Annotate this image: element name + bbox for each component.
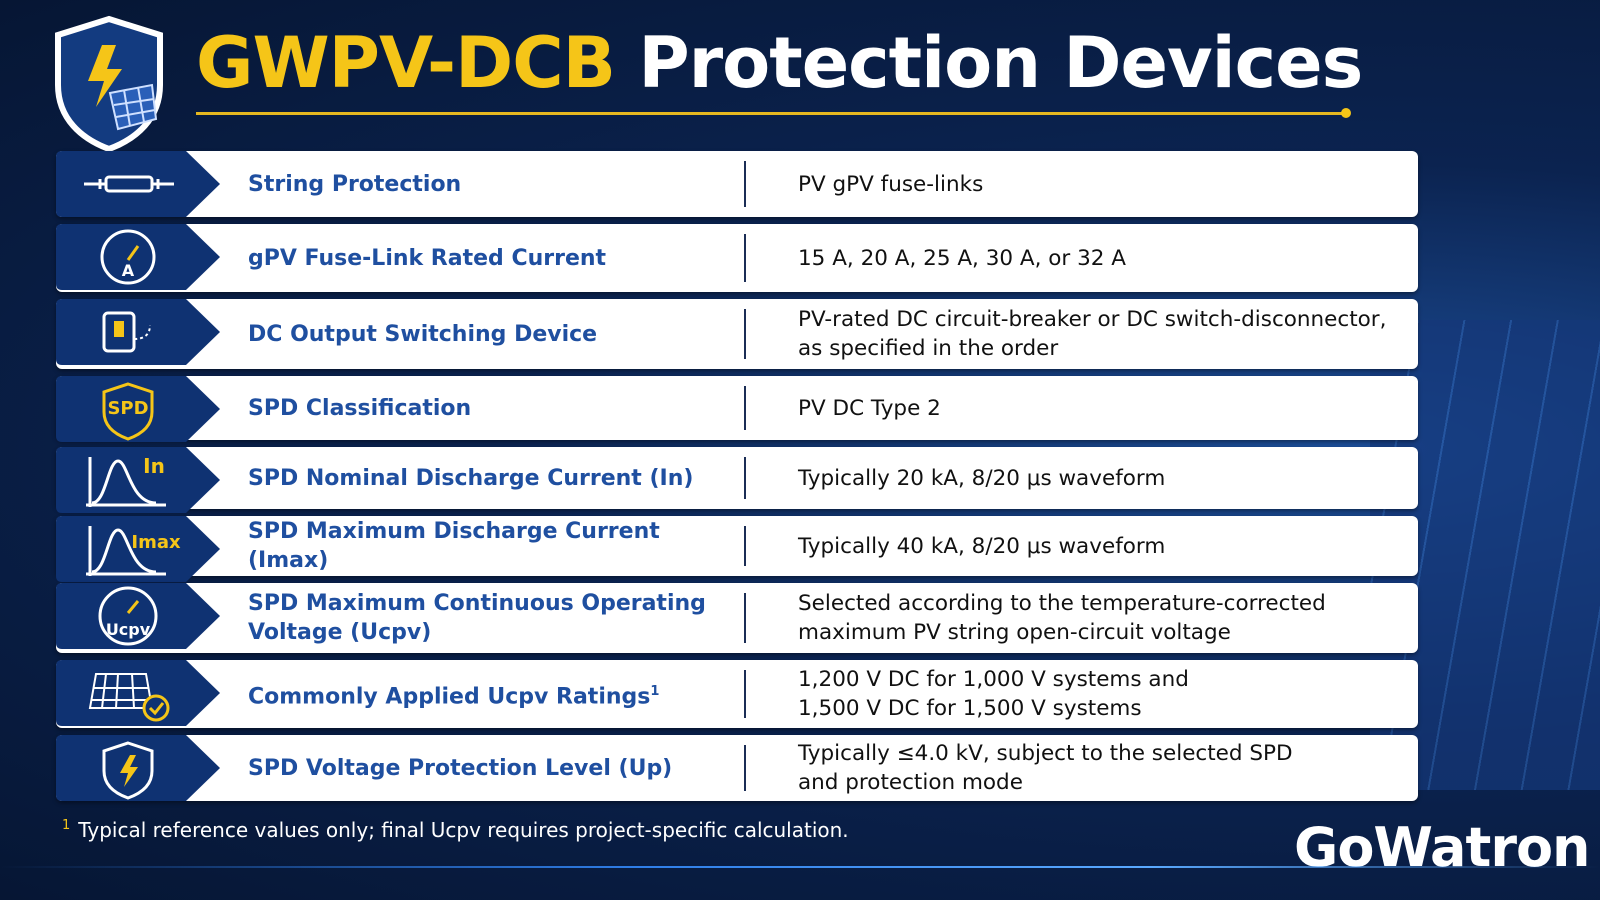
shield-logo [55,15,163,151]
value-line: Typically ≤4.0 kV, subject to the select… [798,741,1293,766]
table-row: In SPD Nominal Discharge Current (In) Typi… [56,447,1418,513]
row-icon: Imax [56,516,220,582]
footnote-marker: 1 [62,818,71,834]
table-row: Ucpv SPD Maximum Continuous Operating Volt… [56,583,1418,653]
label-text: gPV Fuse-Link Rated Current [248,245,607,271]
underline-dot [1341,108,1351,118]
icon-text: In [143,454,165,478]
icon-text: Ucpv [106,620,151,639]
value-line: and protection mode [798,770,1023,795]
column-divider [744,309,746,359]
label-text: String Protection [248,171,462,197]
row-value: Selected according to the temperature-co… [798,589,1326,647]
row-label: SPD Maximum Discharge Current (Imax) [248,517,728,575]
brand-logo: GoWatron [1294,816,1590,879]
label-text: DC Output Switching Device [248,321,598,347]
value-line: PV DC Type 2 [798,395,941,421]
column-divider [744,670,746,718]
row-icon: Ucpv [56,583,220,649]
row-label: SPD Voltage Protection Level (Up) [248,754,728,783]
label-text: SPD Nominal Discharge Current (In) [248,465,694,491]
table-row: Commonly Applied Ucpv Ratings1 1,200 V DC… [56,660,1418,728]
label-superscript: 1 [650,683,660,699]
table-row: SPD SPD Classification PV DC Type 2 [56,376,1418,442]
title-highlight: GWPV-DCB [196,22,616,104]
row-label: SPD Classification [248,394,728,423]
label-text: SPD Voltage Protection Level (Up) [248,755,673,781]
row-label: SPD Maximum Continuous Operating Voltage … [248,589,728,647]
label-text: SPD Maximum Discharge Current (Imax) [248,519,660,573]
table-row: String Protection PV gPV fuse-links [56,151,1418,217]
value-line: Typically 40 kA, 8/20 μs waveform [798,533,1166,559]
column-divider [744,593,746,643]
row-label: gPV Fuse-Link Rated Current [248,244,728,273]
value-line: Typically 20 kA, 8/20 μs waveform [798,465,1166,491]
row-icon: In [56,447,220,513]
row-icon [56,660,220,726]
row-label: DC Output Switching Device [248,320,728,349]
title: GWPV-DCB Protection Devices [196,22,1363,104]
row-value: PV-rated DC circuit-breaker or DC switch… [798,305,1386,363]
title-rest: Protection Devices [638,22,1363,104]
icon-text: Imax [131,532,181,553]
icon-text: A [122,261,135,280]
value-line: Selected according to the temperature-co… [798,591,1326,616]
footnote: 1 Typical reference values only; final Uc… [62,818,849,842]
row-value: PV gPV fuse-links [798,170,983,199]
footnote-text: Typical reference values only; final Ucp… [78,818,849,842]
value-line: 15 A, 20 A, 25 A, 30 A, or 32 A [798,245,1127,271]
row-value: Typically ≤4.0 kV, subject to the select… [798,739,1293,797]
table-row: SPD Voltage Protection Level (Up) Typical… [56,735,1418,801]
row-value: Typically 20 kA, 8/20 μs waveform [798,464,1165,493]
table-row: Imax SPD Maximum Discharge Current (Imax)… [56,516,1418,582]
bottom-line [0,866,1600,868]
row-icon [56,151,220,217]
row-value: Typically 40 kA, 8/20 μs waveform [798,532,1165,561]
row-icon [56,735,220,801]
label-line: SPD Maximum Continuous Operating [248,591,706,616]
row-value: PV DC Type 2 [798,394,941,423]
value-line: PV-rated DC circuit-breaker or DC switch… [798,307,1387,332]
row-icon: SPD [56,376,220,442]
row-value: 1,200 V DC for 1,000 V systems and 1,500 … [798,665,1189,723]
row-label: String Protection [248,170,728,199]
column-divider [744,745,746,791]
label-line: Voltage (Ucpv) [248,620,432,645]
value-line: 1,500 V DC for 1,500 V systems [798,696,1142,721]
column-divider [744,161,746,207]
table-row: DC Output Switching Device PV-rated DC ci… [56,299,1418,369]
column-divider [744,234,746,282]
label-text: SPD Classification [248,395,472,421]
row-icon: A [56,224,220,290]
value-line: PV gPV fuse-links [798,171,984,197]
title-underline [196,112,1346,115]
row-label: Commonly Applied Ucpv Ratings1 [248,677,728,711]
value-line: 1,200 V DC for 1,000 V systems and [798,667,1189,692]
value-line: as specified in the order [798,336,1059,361]
icon-text: SPD [107,398,148,419]
value-line: maximum PV string open-circuit voltage [798,620,1231,645]
row-icon [56,299,220,365]
column-divider [744,526,746,566]
row-label: SPD Nominal Discharge Current (In) [248,464,728,493]
label-text: Commonly Applied Ucpv Ratings [248,684,651,710]
column-divider [744,457,746,499]
row-value: 15 A, 20 A, 25 A, 30 A, or 32 A [798,244,1126,273]
column-divider [744,386,746,430]
